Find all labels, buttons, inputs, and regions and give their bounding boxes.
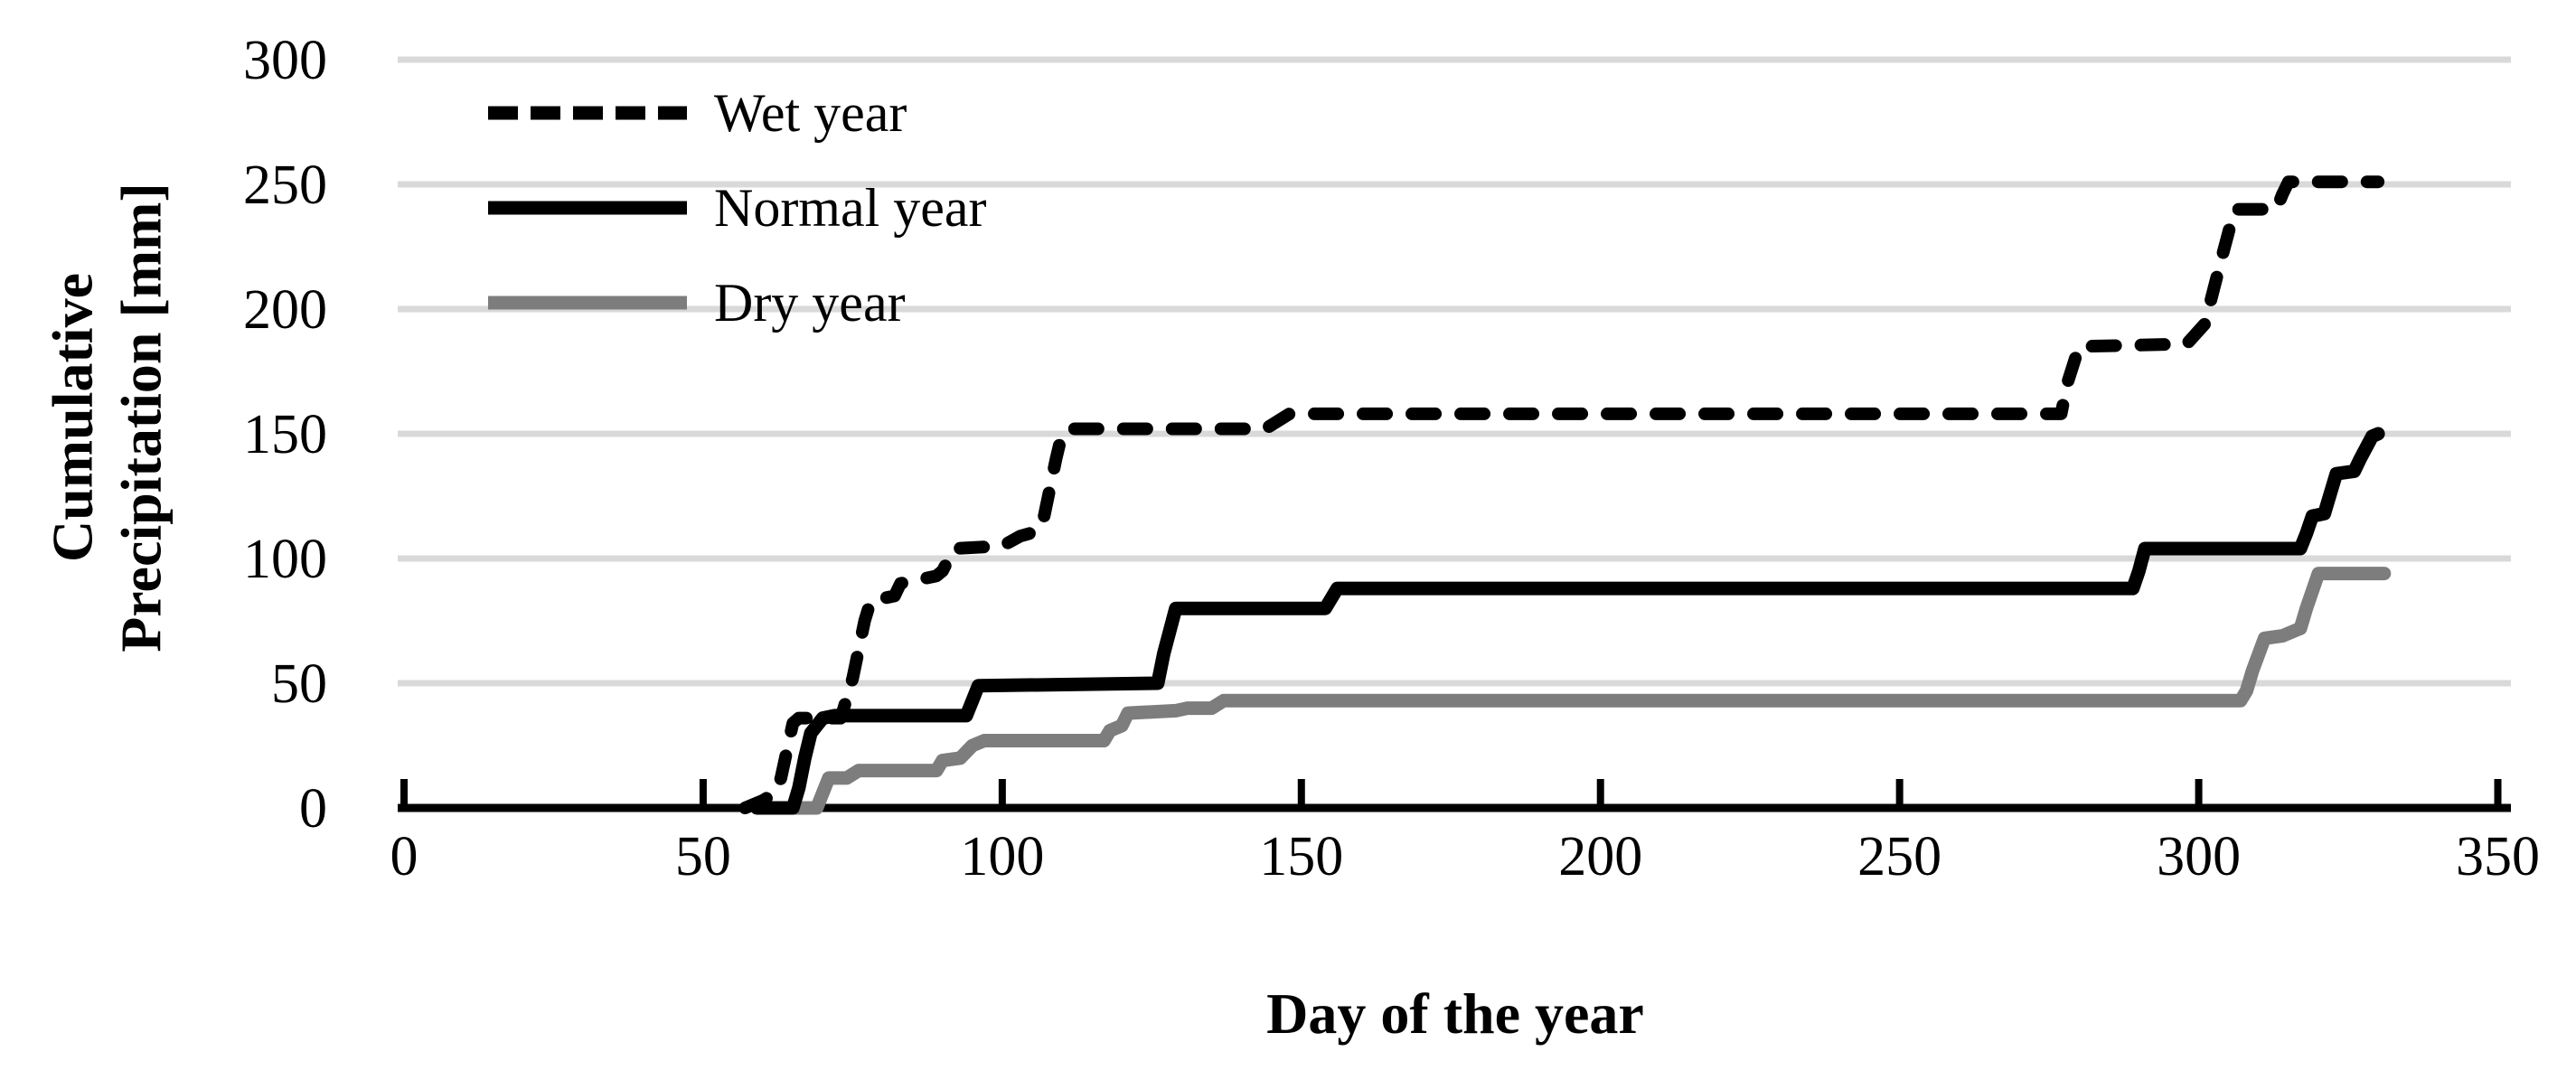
x-tick-label-200: 200 [1558, 826, 1642, 887]
legend-item-normal-year: Normal year [488, 160, 987, 255]
legend-item-dry-year: Dry year [488, 255, 987, 350]
dry-year-line-swatch [488, 296, 687, 309]
y-tick-label-200: 200 [243, 279, 327, 341]
normal-year-line-swatch [488, 201, 687, 214]
y-tick-label-300: 300 [243, 30, 327, 91]
normal-year-line [750, 427, 2385, 815]
dry-year-line [750, 567, 2392, 815]
x-tick-label-50: 50 [675, 826, 731, 887]
y-tick-label-150: 150 [243, 404, 327, 465]
legend: Wet year Normal year Dry year [488, 65, 987, 350]
y-axis-title: Cumulative Precipitation [mm] [38, 183, 174, 652]
x-tick-label-300: 300 [2157, 826, 2241, 887]
x-tick-label-250: 250 [1857, 826, 1941, 887]
legend-label-wet-year: Wet year [714, 82, 907, 143]
x-axis [398, 779, 2511, 812]
y-tick-labels: 0 50 100 150 200 250 300 [243, 30, 327, 840]
legend-label-normal-year: Normal year [714, 177, 987, 238]
x-tick-label-350: 350 [2456, 826, 2540, 887]
y-tick-label-50: 50 [271, 653, 327, 715]
wet-year-line-swatch [488, 106, 687, 119]
y-tick-label-100: 100 [243, 529, 327, 590]
x-tick-label-100: 100 [960, 826, 1044, 887]
x-tick-labels: 0 50 100 150 200 250 300 350 [390, 826, 2541, 887]
x-axis-title: Day of the year [1266, 981, 1644, 1046]
x-tick-label-150: 150 [1259, 826, 1343, 887]
x-tick-label-0: 0 [390, 826, 418, 887]
legend-item-wet-year: Wet year [488, 65, 987, 160]
y-axis-title-line1: Cumulative [40, 273, 105, 562]
wet-year-line [738, 175, 2385, 814]
y-tick-label-0: 0 [299, 778, 327, 840]
data-series [738, 175, 2392, 815]
legend-label-dry-year: Dry year [714, 272, 906, 333]
gridlines [398, 56, 2511, 687]
y-tick-label-250: 250 [243, 155, 327, 216]
y-axis-title-line2: Precipitation [mm] [108, 183, 173, 652]
